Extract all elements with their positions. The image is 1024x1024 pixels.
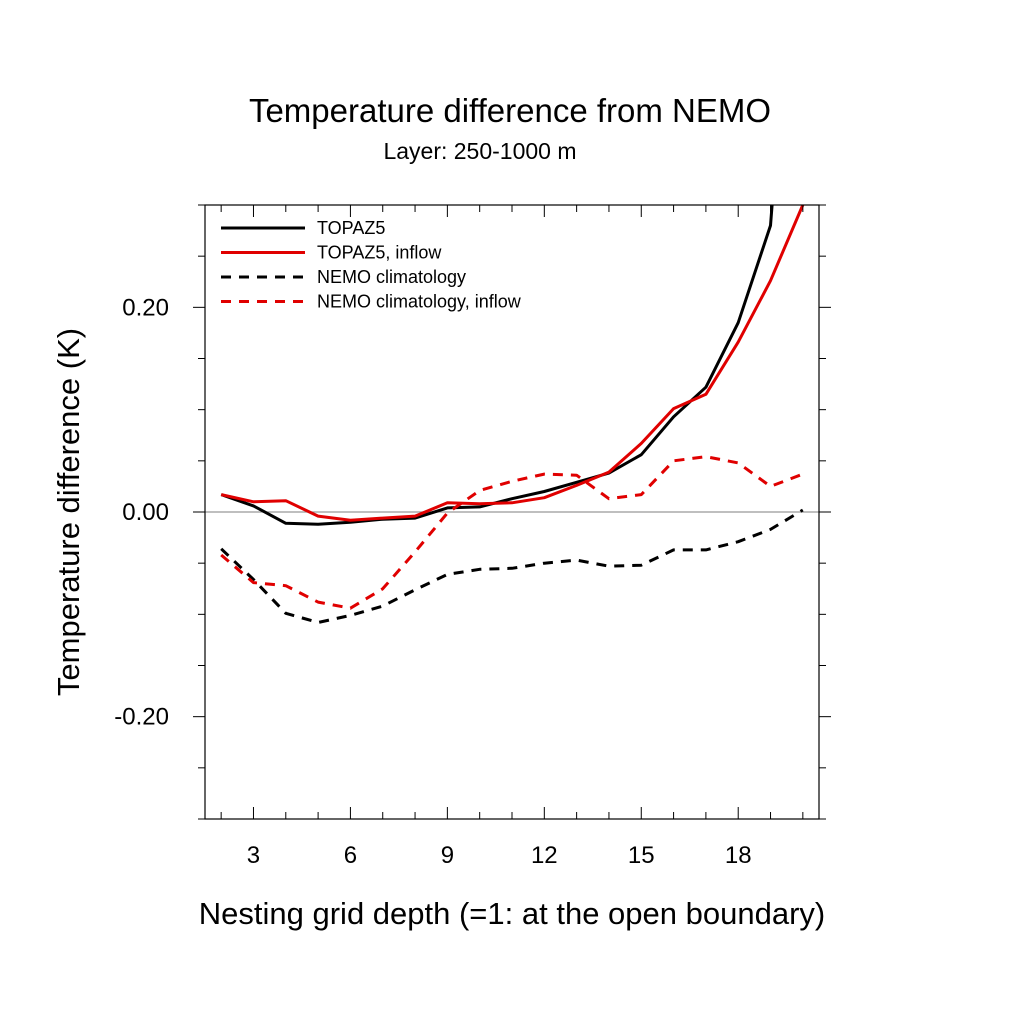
y-axis-label: Temperature difference (K) [51, 328, 86, 696]
series-line-1 [220, 205, 774, 526]
series-line-4 [220, 455, 804, 610]
series-line-2 [220, 205, 805, 522]
chart-title: Temperature difference from NEMO [249, 92, 771, 129]
legend-label: TOPAZ5, inflow [317, 243, 442, 263]
y-tick-label: -0.20 [114, 704, 169, 731]
y-tick-label: 0.20 [122, 294, 169, 321]
legend-label: NEMO climatology, inflow [317, 292, 522, 312]
y-tick-label: 0.00 [122, 499, 169, 526]
legend: TOPAZ5 TOPAZ5, inflow NEMO climatology NEMO… [221, 218, 522, 312]
legend-label: NEMO climatology [317, 267, 466, 287]
chart-subtitle: Layer: 250-1000 m [383, 138, 576, 164]
x-tick-label: 12 [531, 842, 558, 869]
series-line-3 [220, 508, 804, 624]
legend-label: TOPAZ5 [317, 218, 385, 238]
x-tick-label: 9 [441, 842, 454, 869]
x-tick-label: 15 [628, 842, 655, 869]
x-axis-label: Nesting grid depth (=1: at the open boun… [199, 896, 825, 931]
x-tick-label: 6 [344, 842, 357, 869]
x-tick-label: 18 [725, 842, 752, 869]
x-tick-label: 3 [247, 842, 260, 869]
